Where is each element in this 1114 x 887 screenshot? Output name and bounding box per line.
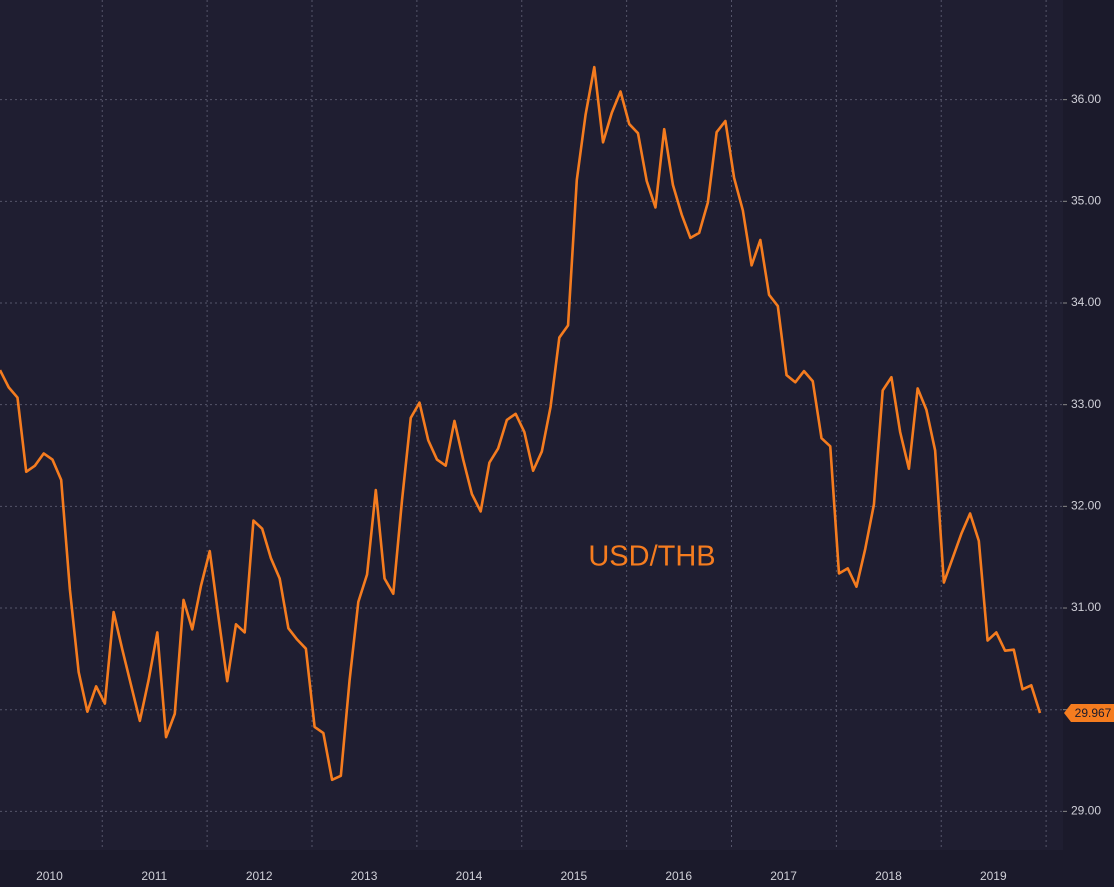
x-tick-label: 2013 xyxy=(351,869,378,883)
x-tick-label: 2018 xyxy=(875,869,902,883)
x-tick-label: 2014 xyxy=(456,869,483,883)
y-tick-label: 32.00 xyxy=(1071,499,1101,513)
x-tick-label: 2017 xyxy=(770,869,797,883)
y-tick-label: 35.00 xyxy=(1071,193,1101,207)
x-tick-label: 2016 xyxy=(665,869,692,883)
y-tick-label: 36.00 xyxy=(1071,92,1101,106)
x-tick-label: 2019 xyxy=(980,869,1007,883)
y-tick-label: 31.00 xyxy=(1071,600,1101,614)
plot-area xyxy=(0,0,1063,850)
last-value-label: 29.967 xyxy=(1075,706,1112,720)
x-tick-label: 2015 xyxy=(560,869,587,883)
y-tick-label: 33.00 xyxy=(1071,397,1101,411)
y-axis-strip xyxy=(1063,0,1114,887)
x-tick-label: 2011 xyxy=(141,869,167,883)
x-axis-strip xyxy=(0,850,1114,887)
y-tick-label: 29.00 xyxy=(1071,804,1101,818)
y-tick-label: 34.00 xyxy=(1071,295,1101,309)
x-tick-label: 2012 xyxy=(246,869,273,883)
series-line xyxy=(0,65,1042,782)
series-annotation: USD/THB xyxy=(588,541,715,573)
x-tick-label: 2010 xyxy=(36,869,63,883)
last-value-tag xyxy=(1064,704,1114,723)
